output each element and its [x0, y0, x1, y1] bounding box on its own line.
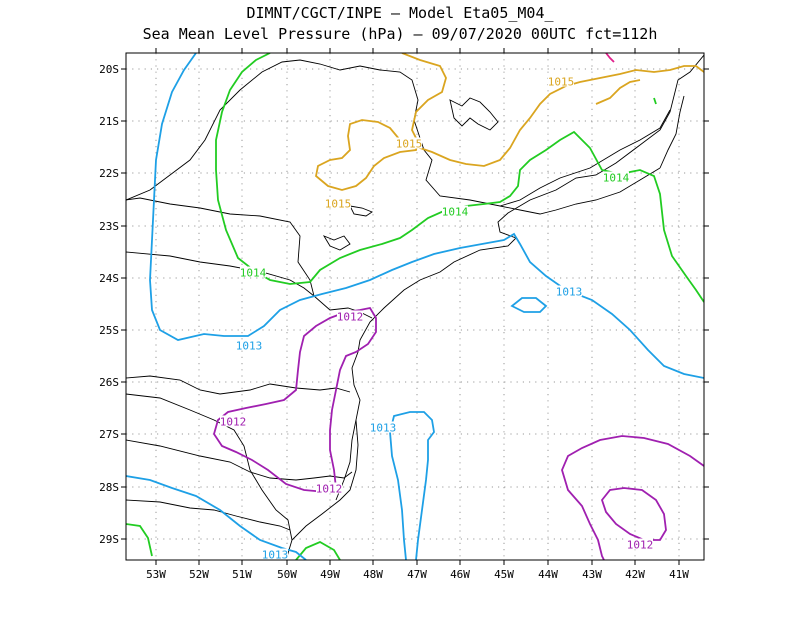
- state-border-pr-sc: [126, 375, 351, 395]
- map-boundaries: [126, 54, 704, 560]
- lon-tick-label: 50W: [277, 568, 297, 581]
- contour-label-bg: [396, 137, 422, 149]
- lat-tick-label: 20S: [99, 63, 119, 76]
- contour-label-1014: 1014: [240, 267, 267, 280]
- contour-label-bg: [556, 285, 582, 297]
- isobar-1014-c: [295, 540, 341, 560]
- lat-tick-label: 24S: [99, 272, 119, 285]
- axis-ticks: 20S 21S 22S 23S 24S 25S 26S 27S 28S 29S 53W 52W 51W 5…: [99, 48, 709, 581]
- state-border-sp-pr: [126, 197, 373, 319]
- lon-tick-label: 46W: [450, 568, 470, 581]
- lat-tick-label: 29S: [99, 533, 119, 546]
- isobar-1015-b: [595, 79, 641, 105]
- lat-tick-label: 27S: [99, 428, 119, 441]
- contour-label-1013: 1013: [370, 422, 397, 435]
- lon-tick-label: 49W: [320, 568, 340, 581]
- contour-label-1015: 1015: [325, 198, 352, 211]
- isobar-1012-c: [600, 487, 667, 541]
- contour-label-bg: [316, 482, 342, 494]
- isobar-1015-a: [315, 53, 704, 191]
- border-ms-py: [126, 251, 315, 297]
- isobar-1013-d: [510, 297, 548, 313]
- lat-tick-label: 21S: [99, 115, 119, 128]
- lon-tick-label: 47W: [407, 568, 427, 581]
- pressure-contours: [126, 53, 704, 560]
- lon-tick-label: 48W: [363, 568, 383, 581]
- lon-tick-label: 44W: [538, 568, 558, 581]
- contour-label-1014: 1014: [442, 206, 469, 219]
- contour-label-1013: 1013: [556, 286, 583, 299]
- lat-tick-label: 23S: [99, 220, 119, 233]
- lon-tick-label: 53W: [146, 568, 166, 581]
- lon-tick-label: 42W: [625, 568, 645, 581]
- isobar-1012-b: [561, 435, 704, 560]
- isobar-1013-b: [126, 475, 307, 560]
- map-frame: [125, 52, 705, 561]
- lon-tick-label: 43W: [582, 568, 602, 581]
- contour-label-1014: 1014: [603, 172, 630, 185]
- state-border-rj-mg: [499, 167, 661, 215]
- contour-label-bg: [370, 421, 396, 433]
- lon-tick-label: 45W: [494, 568, 514, 581]
- contour-label-bg: [262, 548, 288, 560]
- coastline: [285, 54, 704, 560]
- lon-tick-label: 41W: [669, 568, 689, 581]
- contour-label-1012: 1012: [316, 483, 343, 496]
- inland-water-2: [322, 235, 351, 251]
- isobar-1016-fragment: [605, 53, 615, 63]
- state-border-sc-rs: [126, 439, 353, 481]
- title-line-1: DIMNT/CGCT/INPE — Model Eta05_M04_: [246, 4, 554, 22]
- contour-label-bg: [325, 197, 351, 209]
- contour-label-1012: 1012: [627, 539, 654, 552]
- contour-labels: 1015 1015 1015 1014 1014 1014 1013 1013 1013 1013…: [220, 75, 654, 562]
- isobar-1012-a: [213, 306, 377, 493]
- border-ar-br: [126, 393, 293, 541]
- lon-tick-label: 52W: [189, 568, 209, 581]
- contour-label-1012: 1012: [220, 416, 247, 429]
- lat-tick-label: 25S: [99, 324, 119, 337]
- contour-label-1015: 1015: [396, 138, 423, 151]
- lat-tick-label: 22S: [99, 167, 119, 180]
- contour-label-bg: [337, 310, 363, 322]
- contour-label-1015: 1015: [548, 76, 575, 89]
- contour-label-1013: 1013: [236, 340, 263, 353]
- state-border-es-mg: [659, 95, 685, 169]
- isobar-1014-d: [653, 97, 657, 105]
- isobar-1013-c: [389, 411, 435, 560]
- lat-tick-label: 28S: [99, 481, 119, 494]
- lat-tick-label: 26S: [99, 376, 119, 389]
- border-uy: [126, 499, 291, 531]
- inland-water-1: [449, 97, 499, 131]
- contour-label-bg: [627, 538, 653, 550]
- contour-label-bg: [220, 415, 246, 427]
- isobar-1014-b: [126, 523, 153, 557]
- graticule-grid: [126, 53, 704, 560]
- contour-label-bg: [548, 75, 574, 87]
- contour-label-1012: 1012: [337, 311, 364, 324]
- contour-label-1013: 1013: [262, 549, 289, 562]
- state-border-mg-sp: [126, 59, 671, 207]
- isobar-1013-a: [149, 53, 704, 379]
- contour-label-bg: [603, 171, 629, 183]
- contour-label-bg: [240, 266, 266, 278]
- contour-label-bg: [236, 339, 262, 351]
- contour-label-bg: [442, 205, 468, 217]
- lon-tick-label: 51W: [232, 568, 252, 581]
- title-line-2: Sea Mean Level Pressure (hPa) — 09/07/20…: [142, 25, 658, 43]
- inland-water-3: [349, 205, 373, 217]
